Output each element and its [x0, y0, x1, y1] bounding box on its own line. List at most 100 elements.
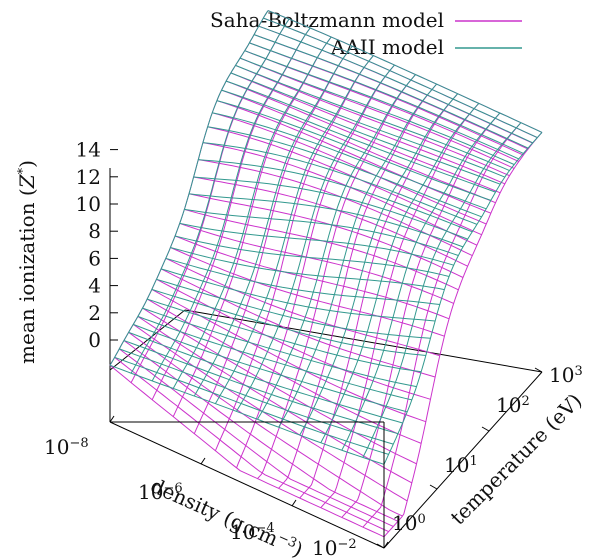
- isotherm-line: [137, 315, 413, 401]
- isotherm-line: [216, 100, 492, 201]
- density-tick-mark: [383, 541, 389, 549]
- density-tick-mark: [291, 499, 297, 507]
- svg-text:mean ionization (Z*): mean ionization (Z*): [15, 160, 39, 364]
- isotherm-line: [147, 298, 422, 373]
- z-tick-label: 2: [88, 301, 101, 325]
- z-axis-title-end: ): [15, 160, 39, 168]
- isotherm-line: [132, 323, 408, 502]
- isotherm-line: [235, 64, 510, 177]
- isochore-line: [320, 103, 480, 444]
- density-axis-line: [109, 421, 385, 549]
- isochore-line: [278, 83, 437, 489]
- z-tick-label: 14: [76, 138, 101, 162]
- isochore-line: [236, 64, 395, 469]
- isotherm-line: [230, 72, 505, 178]
- isochore-line: [299, 93, 459, 436]
- isotherm-line: [128, 331, 403, 517]
- isotherm-line: [119, 348, 394, 445]
- isochore-line: [236, 64, 395, 412]
- z-axis-title-var: Z: [15, 173, 39, 189]
- isotherm-line: [263, 17, 538, 139]
- isochore-line: [130, 18, 290, 374]
- isotherm-line: [109, 364, 385, 538]
- isotherm-line: [109, 364, 385, 465]
- isotherm-line: [128, 331, 403, 424]
- z-tick-label: 12: [76, 165, 101, 189]
- z-tick-label: 8: [88, 219, 101, 243]
- front-frame: [109, 370, 543, 549]
- aaii-surface: [109, 10, 543, 465]
- isotherm-line: [179, 222, 454, 266]
- density-axis-title-sup: −3: [276, 529, 300, 551]
- isotherm-line: [118, 348, 394, 527]
- density-axis-ticks: 10−8 10−6 10−4 10−2: [44, 415, 389, 559]
- isotherm-line: [226, 80, 501, 185]
- isotherm-line: [239, 57, 515, 169]
- isotherm-line: [221, 89, 496, 204]
- isotherm-line: [212, 112, 487, 210]
- isotherm-line: [123, 340, 399, 522]
- surface-mesh: [109, 10, 543, 538]
- isotherm-line: [188, 193, 464, 278]
- temperature-tick-mark: [376, 543, 385, 549]
- isotherm-line: [258, 25, 533, 144]
- isotherm-line: [174, 235, 450, 320]
- isochore-line: [193, 45, 353, 397]
- isochore-line: [278, 83, 437, 428]
- isotherm-line: [133, 323, 408, 413]
- isotherm-line: [156, 278, 431, 400]
- temperature-tick-mark: [429, 484, 438, 490]
- isochore-line: [362, 122, 522, 458]
- isotherm-line: [170, 247, 445, 291]
- isotherm-line: [160, 268, 436, 322]
- isochore-line: [257, 74, 416, 479]
- isotherm-line: [193, 176, 468, 240]
- isotherm-line: [170, 247, 445, 337]
- svg-text:density (g.cm−3): density (g.cm−3): [147, 473, 307, 559]
- z-axis-title-main: mean ionization (: [15, 188, 39, 364]
- isotherm-line: [216, 100, 492, 214]
- isotherm-line: [239, 57, 515, 165]
- isotherm-line: [151, 288, 426, 356]
- density-tick-mark: [109, 415, 115, 423]
- z-tick-label: 4: [88, 274, 101, 298]
- density-tick-label: 10−8: [44, 435, 89, 459]
- z-axis-title-sup: *: [16, 167, 31, 174]
- isotherm-line: [244, 50, 520, 160]
- legend: Saha-Boltzmann model AAII model: [210, 8, 522, 59]
- isotherm-line: [267, 10, 543, 133]
- isotherm-line: [249, 42, 524, 154]
- isotherm-line: [165, 257, 440, 357]
- isotherm-line: [253, 34, 529, 149]
- isotherm-line: [114, 356, 389, 455]
- z-axis-title: mean ionization (Z*): [15, 160, 39, 364]
- legend-label-saha: Saha-Boltzmann model: [210, 8, 444, 32]
- isotherm-line: [142, 307, 417, 388]
- isochore-line: [257, 74, 416, 420]
- isotherm-line: [174, 235, 450, 277]
- isochore-line: [214, 55, 374, 451]
- isotherm-line: [156, 278, 431, 339]
- isotherm-line: [184, 208, 459, 256]
- back-floor-edge: [184, 309, 543, 373]
- z-tick-label: 10: [76, 192, 101, 216]
- isotherm-line: [123, 340, 399, 435]
- density-tick-label: 10−4: [230, 520, 275, 544]
- isotherm-line: [202, 142, 478, 246]
- isotherm-line: [188, 193, 464, 248]
- isotherm-line: [137, 315, 413, 484]
- density-axis-title: density (g.cm−3): [147, 473, 307, 559]
- density-axis-title-main: density (g.cm: [147, 473, 282, 551]
- isochore-line: [193, 45, 353, 434]
- temperature-tick-label: 103: [549, 363, 583, 387]
- isotherm-line: [221, 89, 496, 193]
- isochore-line: [383, 132, 543, 465]
- isotherm-line: [198, 159, 473, 233]
- temperature-tick-mark: [481, 426, 490, 432]
- isotherm-line: [207, 126, 482, 236]
- temperature-axis-ticks: 100 101 102 103: [376, 363, 583, 549]
- legend-label-aaii: AAII model: [330, 35, 444, 59]
- isochore-line: [109, 10, 269, 366]
- density-tick-label: 10−2: [312, 536, 357, 559]
- isotherm-line: [160, 268, 436, 378]
